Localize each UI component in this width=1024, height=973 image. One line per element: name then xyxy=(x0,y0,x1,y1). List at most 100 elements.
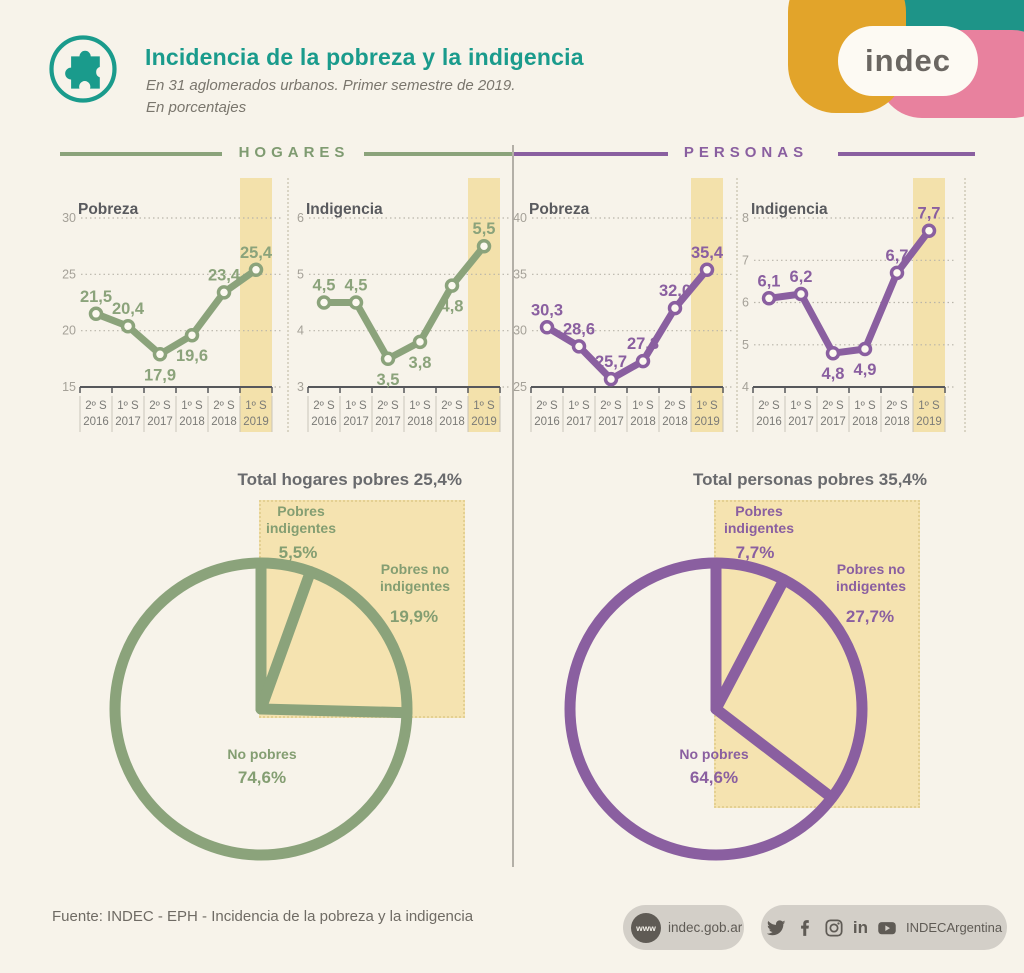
pie-value-no-indigentes: 19,9% xyxy=(389,607,439,626)
svg-text:2019: 2019 xyxy=(471,416,497,428)
svg-text:20,4: 20,4 xyxy=(112,300,145,318)
svg-text:2017: 2017 xyxy=(788,416,814,428)
svg-text:40: 40 xyxy=(513,211,527,225)
svg-text:4,5: 4,5 xyxy=(345,277,368,295)
line-chart-personas-indigencia: 8 7 6 5 4 Indigencia 2º S 2016 1º S 2017 2º S 2017 1… xyxy=(742,178,956,432)
pie-label-indigentes: Pobres indigentes xyxy=(265,503,336,537)
svg-text:4: 4 xyxy=(297,324,304,338)
twitter-icon[interactable] xyxy=(766,918,786,938)
hogares-rule-right xyxy=(364,152,512,156)
svg-text:2º S: 2º S xyxy=(441,400,463,412)
svg-text:2017: 2017 xyxy=(343,416,369,428)
svg-text:19,6: 19,6 xyxy=(176,347,208,365)
svg-text:28,6: 28,6 xyxy=(563,320,595,338)
personas-rule-left xyxy=(512,152,668,156)
website-url: indec.gob.ar xyxy=(668,920,743,935)
svg-text:2018: 2018 xyxy=(179,416,205,428)
pie-chart-personas xyxy=(564,557,868,861)
svg-text:15: 15 xyxy=(62,380,76,394)
svg-text:25: 25 xyxy=(62,267,76,281)
svg-text:2018: 2018 xyxy=(630,416,656,428)
svg-text:2016: 2016 xyxy=(756,416,782,428)
pie-value-indigentes: 7,7% xyxy=(735,543,775,562)
pie-label-no-indigentes: Pobres no indigentes xyxy=(379,561,450,595)
social-badge[interactable]: in INDECArgentina xyxy=(761,905,1007,950)
pie-label-no-pobres: No pobres xyxy=(227,746,297,762)
svg-text:2º S: 2º S xyxy=(600,400,622,412)
pie-value-no-pobres: 74,6% xyxy=(237,768,287,787)
svg-text:Indigencia: Indigencia xyxy=(306,201,383,218)
svg-text:2017: 2017 xyxy=(566,416,592,428)
pie-title-hogares: Total hogares pobres 25,4% xyxy=(237,470,462,489)
pie-label-no-indigentes: Pobres no indigentes xyxy=(835,561,906,595)
svg-text:8: 8 xyxy=(742,211,749,225)
svg-text:3,8: 3,8 xyxy=(409,354,432,372)
svg-text:5,5: 5,5 xyxy=(473,220,496,238)
line-chart-hogares-indigencia: 6 5 4 3 Indigencia 2º S 2016 1º S 2017 2º S 2017 1º… xyxy=(297,178,511,432)
svg-text:27,3: 27,3 xyxy=(627,335,659,353)
linkedin-icon[interactable]: in xyxy=(852,918,868,937)
svg-text:Indigencia: Indigencia xyxy=(751,201,828,218)
page-title: Incidencia de la pobreza y la indigencia xyxy=(145,44,584,70)
line-chart-hogares-pobreza: 30 25 20 15 Pobreza 2º S 2016 1º S 2017 2º S 2017 1… xyxy=(62,178,283,432)
svg-text:2º S: 2º S xyxy=(149,400,171,412)
source-note: Fuente: INDEC - EPH - Incidencia de la p… xyxy=(52,908,474,925)
svg-text:Pobreza: Pobreza xyxy=(529,201,590,218)
section-label-personas: PERSONAS xyxy=(683,144,809,161)
hogares-rule-left xyxy=(60,152,222,156)
page-subtitle-units: En porcentajes xyxy=(146,99,247,116)
svg-text:2º S: 2º S xyxy=(822,400,844,412)
www-icon: www xyxy=(631,912,661,943)
svg-text:21,5: 21,5 xyxy=(80,288,112,306)
svg-text:2018: 2018 xyxy=(211,416,237,428)
pie-chart-hogares xyxy=(109,557,413,861)
svg-text:1º S: 1º S xyxy=(181,400,203,412)
pie-value-no-indigentes: 27,7% xyxy=(845,607,895,626)
svg-text:6,1: 6,1 xyxy=(758,272,781,290)
svg-text:25: 25 xyxy=(513,380,527,394)
svg-text:7,7: 7,7 xyxy=(918,205,941,223)
svg-text:3: 3 xyxy=(297,380,304,394)
svg-text:2º S: 2º S xyxy=(536,400,558,412)
svg-text:4,8: 4,8 xyxy=(441,298,464,316)
svg-text:2º S: 2º S xyxy=(664,400,686,412)
svg-text:30: 30 xyxy=(62,211,76,225)
svg-text:4,9: 4,9 xyxy=(854,361,877,379)
section-divider xyxy=(512,145,514,867)
svg-text:17,9: 17,9 xyxy=(144,366,176,384)
svg-text:4,8: 4,8 xyxy=(822,365,845,383)
svg-text:6,2: 6,2 xyxy=(790,268,813,286)
svg-text:25,7: 25,7 xyxy=(595,353,627,371)
facebook-icon[interactable] xyxy=(795,918,815,938)
svg-text:1º S: 1º S xyxy=(632,400,654,412)
instagram-icon[interactable] xyxy=(824,918,844,938)
svg-text:1º S: 1º S xyxy=(696,400,718,412)
svg-text:2017: 2017 xyxy=(820,416,846,428)
svg-text:3,5: 3,5 xyxy=(377,371,400,389)
svg-text:2º S: 2º S xyxy=(313,400,335,412)
svg-text:30,3: 30,3 xyxy=(531,301,563,319)
svg-text:32,0: 32,0 xyxy=(659,282,691,300)
pie-label-no-pobres: No pobres xyxy=(679,746,749,762)
svg-text:20: 20 xyxy=(62,324,76,338)
svg-text:1º S: 1º S xyxy=(117,400,139,412)
svg-text:2017: 2017 xyxy=(598,416,624,428)
svg-text:5: 5 xyxy=(742,338,749,352)
svg-text:2018: 2018 xyxy=(852,416,878,428)
svg-text:Pobreza: Pobreza xyxy=(78,201,139,218)
svg-text:5: 5 xyxy=(297,267,304,281)
svg-text:6: 6 xyxy=(297,211,304,225)
page-subtitle: En 31 aglomerados urbanos. Primer semest… xyxy=(146,77,516,94)
svg-text:2º S: 2º S xyxy=(758,400,780,412)
youtube-icon[interactable] xyxy=(877,918,897,938)
personas-rule-right xyxy=(838,152,975,156)
svg-text:2017: 2017 xyxy=(375,416,401,428)
svg-text:2017: 2017 xyxy=(147,416,173,428)
svg-text:2º S: 2º S xyxy=(377,400,399,412)
website-badge[interactable]: www indec.gob.ar xyxy=(623,905,744,950)
svg-text:2019: 2019 xyxy=(694,416,720,428)
svg-text:2º S: 2º S xyxy=(886,400,908,412)
svg-text:35: 35 xyxy=(513,267,527,281)
svg-text:2017: 2017 xyxy=(115,416,141,428)
